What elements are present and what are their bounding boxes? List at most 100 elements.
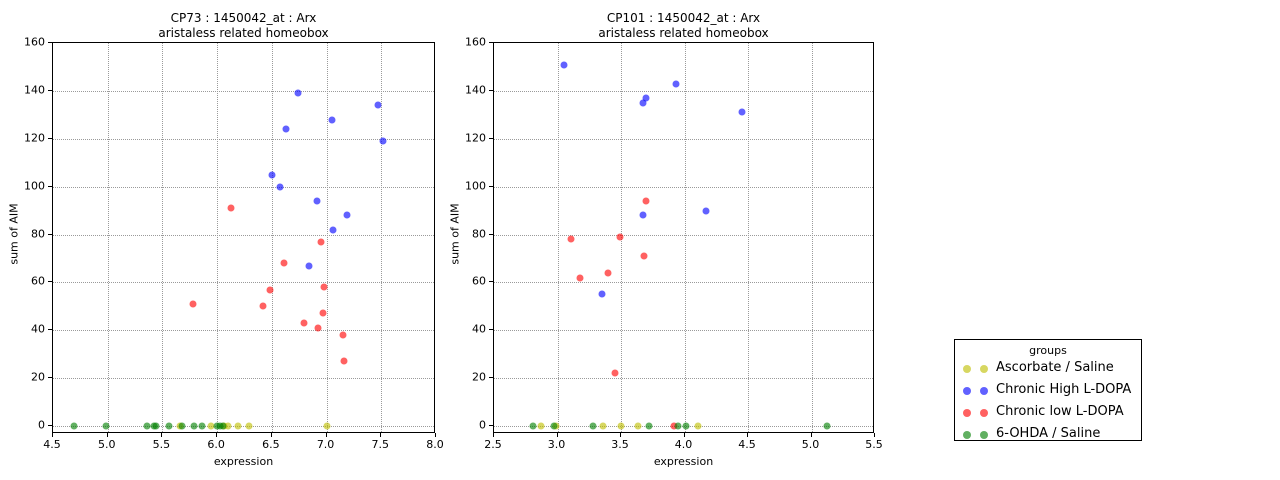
gridline-vertical [217,43,219,432]
scatter-point [152,422,160,430]
gridline-vertical [326,43,328,432]
scatter-point [219,422,227,430]
y-tick-mark [489,377,493,379]
scatter-point [305,262,313,270]
y-tick-label: 60 [472,274,486,288]
x-tick-label: 4.0 [674,438,693,451]
y-tick-label: 160 [24,35,45,49]
scatter-point [319,309,327,317]
scatter-point [102,422,110,430]
y-tick-mark [48,233,52,235]
gridline-horizontal [53,90,434,92]
scatter-point [604,269,612,277]
scatter-point [282,125,290,133]
x-tick-mark [810,433,812,437]
x-tick-label: 3.0 [547,438,566,451]
y-tick-label: 120 [465,131,486,145]
x-tick-mark [325,433,327,437]
x-tick-label: 6.5 [262,438,280,451]
y-tick-label: 80 [472,227,486,240]
scatter-point [702,207,710,215]
gridline-horizontal [53,330,434,332]
x-tick-label: 4.5 [738,438,756,451]
gridline-horizontal [53,378,434,380]
scatter-point [694,422,702,430]
gridline-horizontal [494,138,873,140]
gridline-vertical [107,43,109,432]
legend-marker-dot [980,431,988,439]
scatter-point [320,283,328,291]
x-tick-label: 5.0 [801,438,820,451]
legend-item-label: Ascorbate / Saline [996,360,1114,375]
scatter-point [616,233,624,241]
plot-area [52,42,435,433]
legend-item-chronic-high-ldopa: Chronic High L-DOPA [955,381,1141,401]
gridline-horizontal [494,282,873,284]
y-tick-label: 40 [472,322,486,336]
plot-area [493,42,874,433]
scatter-point [674,422,682,430]
y-tick-mark [48,425,52,426]
gridline-horizontal [494,90,873,92]
y-tick-mark [489,281,493,283]
y-tick-mark [489,42,493,43]
y-tick-label: 40 [31,322,45,336]
scatter-point [823,422,831,430]
legend-marker-dot [980,409,988,417]
x-tick-mark [106,433,108,437]
legend-marker-dot [963,387,971,395]
scatter-point [70,422,78,430]
plot-title: CP73 : 1450042_at : Arx [170,11,317,25]
scatter-point [567,235,575,243]
x-tick-mark [556,433,558,437]
scatter-point [642,94,650,102]
scatter-point [276,183,284,191]
scatter-point [178,422,186,430]
scatter-point [576,274,584,282]
y-tick-mark [489,137,493,139]
scatter-point [207,422,215,430]
legend-marker-dot [980,365,988,373]
scatter-point [328,116,336,124]
x-tick-label: 3.5 [611,438,629,451]
gridline-vertical [271,43,273,432]
scatter-point [234,422,242,430]
scatter-point [245,422,253,430]
y-tick-label: 60 [31,274,45,288]
y-tick-label: 80 [31,227,45,240]
scatter-point [313,197,321,205]
y-tick-label: 20 [472,370,486,384]
y-tick-mark [489,89,493,91]
scatter-point [314,324,322,332]
x-tick-label: 2.5 [484,438,502,451]
x-tick-label: 5.5 [865,438,883,451]
scatter-point [550,422,558,430]
scatter-point [339,331,347,339]
y-axis-label: sum of AIM [7,202,21,265]
gridline-horizontal [494,330,873,332]
scatter-point [599,422,607,430]
plot-title: CP101 : 1450042_at : Arx [606,11,761,25]
scatter-point [537,422,545,430]
scatter-point [589,422,597,430]
scatter-point [165,422,173,430]
x-tick-mark [161,433,163,437]
x-tick-mark [493,433,494,437]
x-tick-label: 5.5 [152,438,171,451]
gridline-vertical [381,43,383,432]
x-tick-mark [270,433,272,437]
x-tick-mark [683,433,685,437]
y-tick-mark [48,281,52,283]
gridline-horizontal [53,282,434,284]
y-tick-mark [48,137,52,139]
scatter-point [224,422,232,430]
scatter-point [317,238,325,246]
legend-marker-dot [963,431,971,439]
x-axis-label: expression [213,455,274,468]
scatter-point [294,89,302,97]
scatter-point [639,99,647,107]
y-tick-mark [489,185,493,187]
y-axis-label: sum of AIM [448,202,462,265]
legend-groups: groups Ascorbate / Saline Chronic High L… [954,339,1142,441]
